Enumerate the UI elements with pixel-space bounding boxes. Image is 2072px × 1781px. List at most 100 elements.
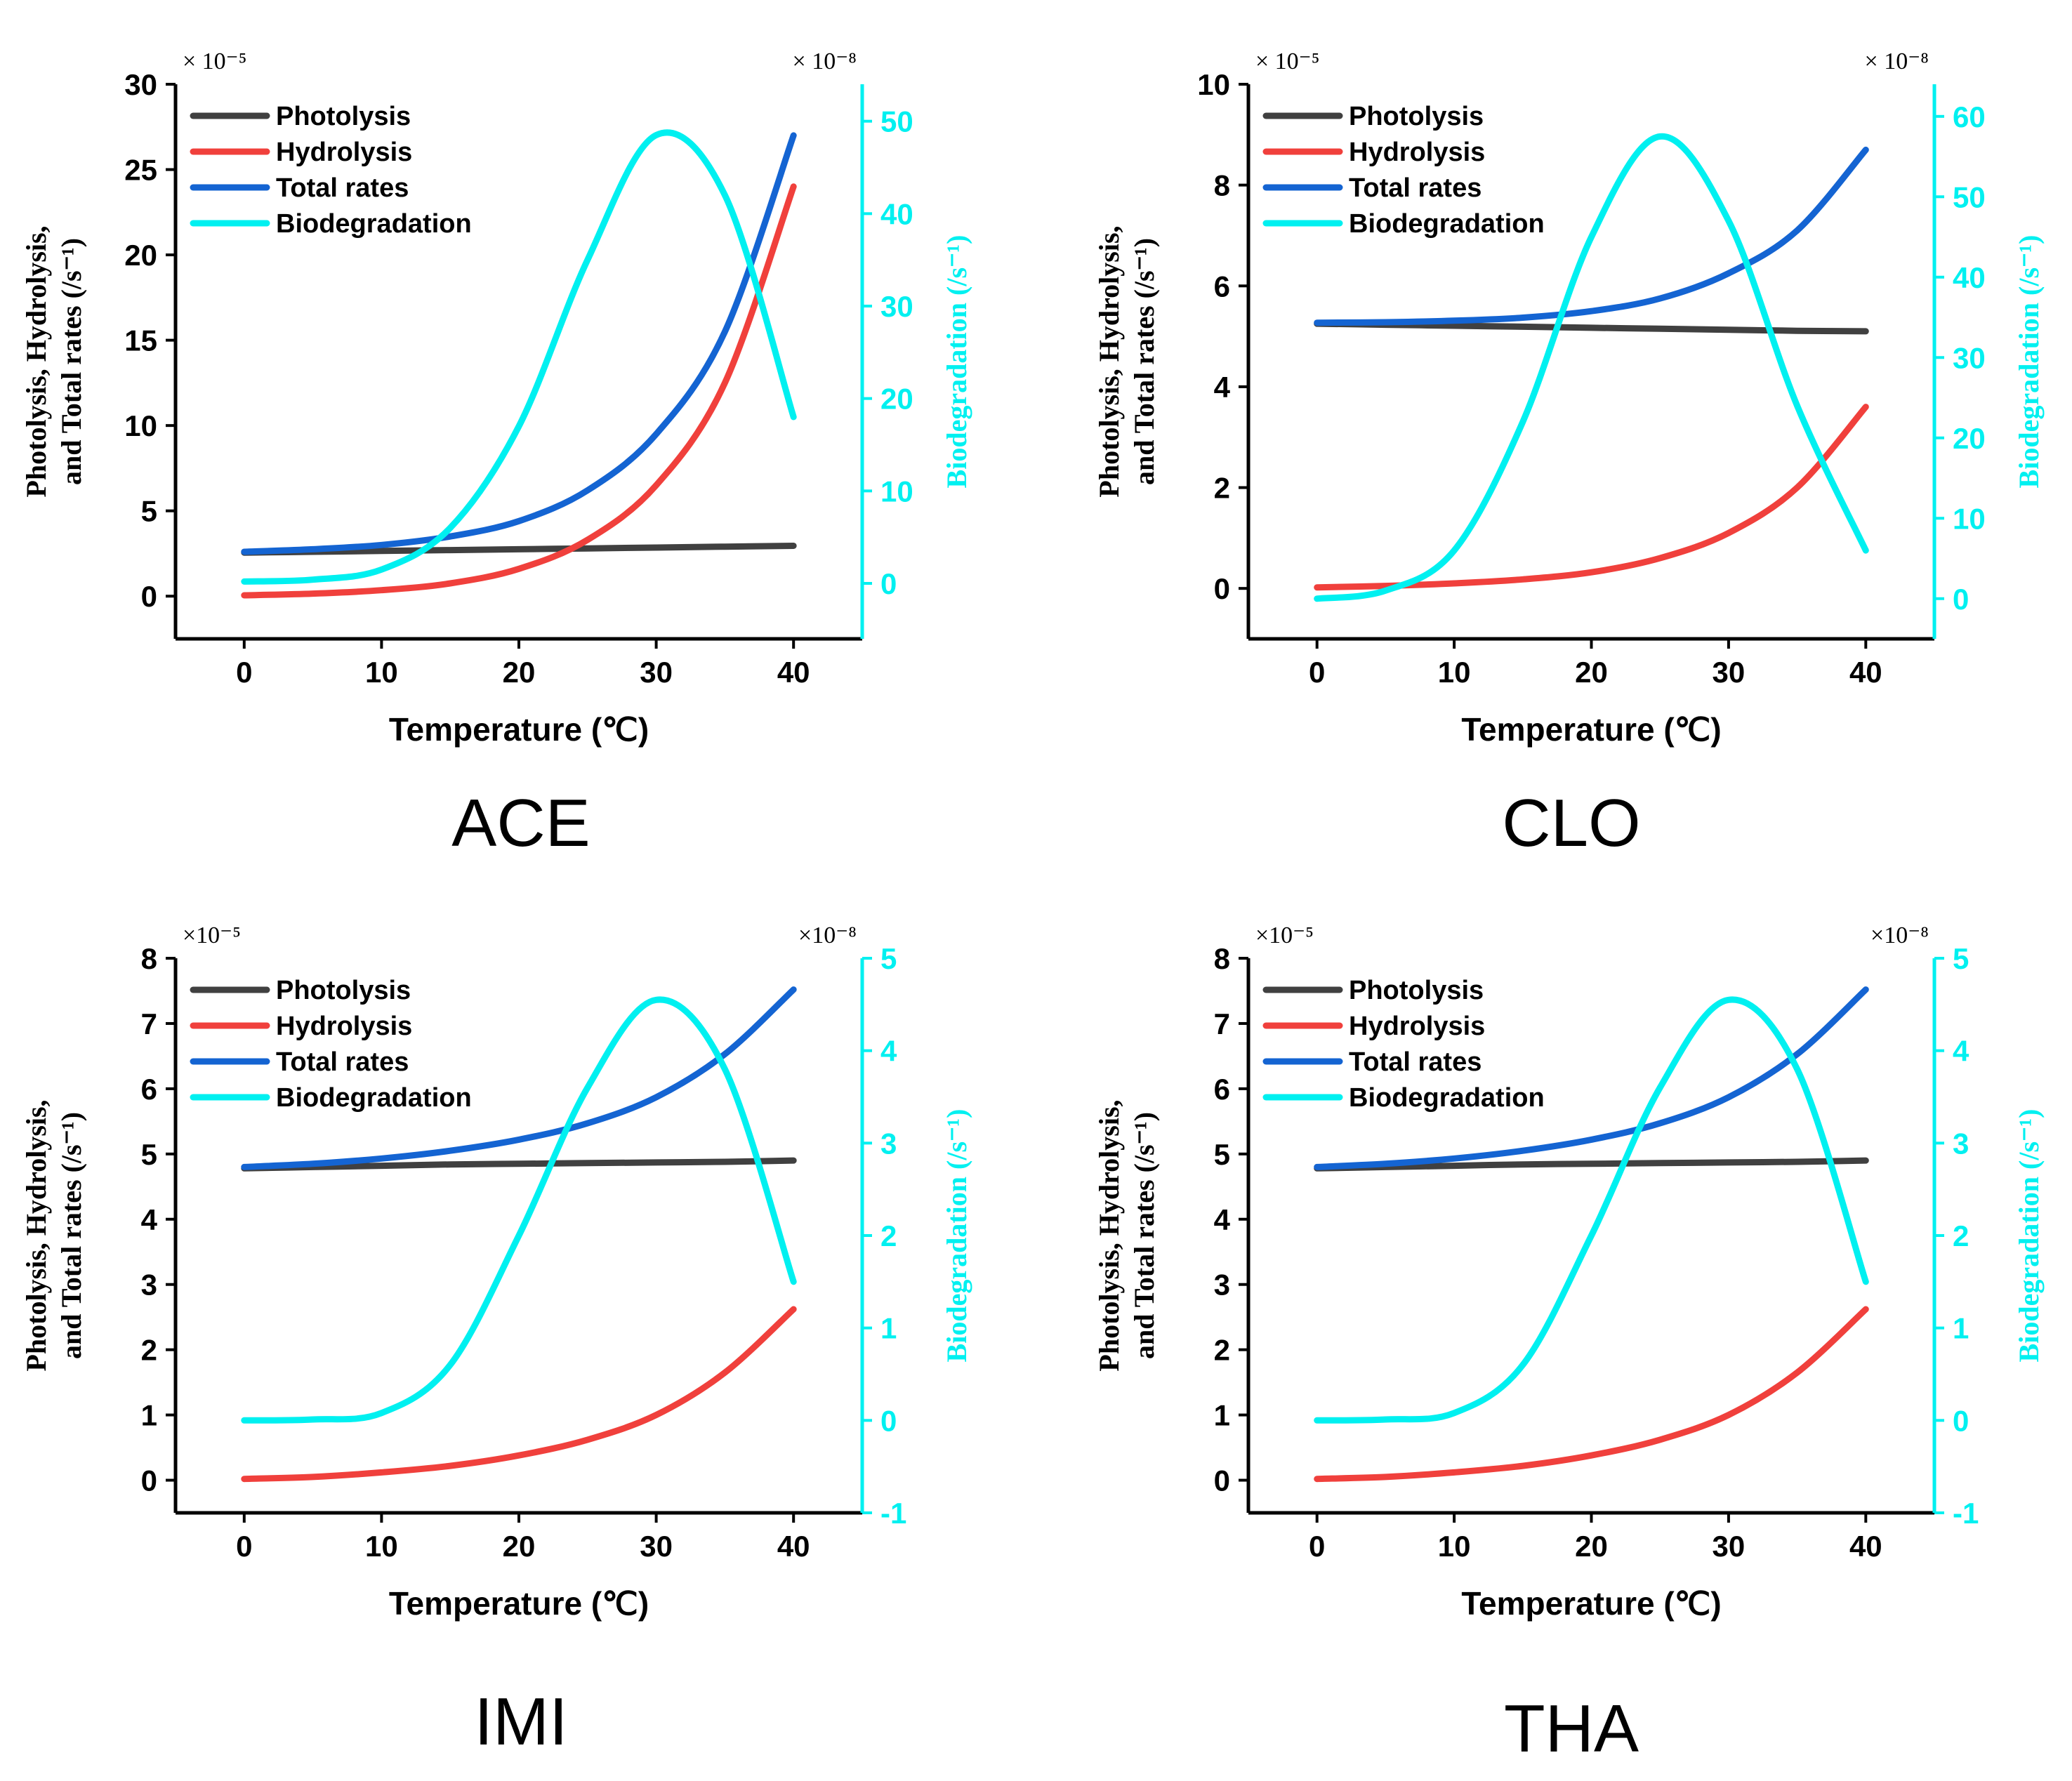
y2-tick-label: 20 xyxy=(1953,422,1986,455)
y2-multiplier: ×10⁻⁸ xyxy=(798,922,857,948)
y2-tick-label: 40 xyxy=(880,197,913,230)
y-axis-title-line1: Photolysis, Hydrolysis, xyxy=(1093,225,1125,497)
series-line-hydrolysis xyxy=(1314,1306,1869,1483)
series-line-total-rates xyxy=(1314,986,1869,1170)
legend-label: Photolysis xyxy=(276,102,411,131)
y2-tick-label: 50 xyxy=(880,105,913,138)
y2-tick-label: 20 xyxy=(880,383,913,416)
y2-tick-label: -1 xyxy=(1953,1497,1979,1530)
y-tick-label: 4 xyxy=(1214,1203,1231,1236)
y-axis-title-line2: and Total rates (/s⁻¹) xyxy=(1128,238,1160,485)
y-tick-label: 7 xyxy=(141,1007,157,1040)
series-line-hydrolysis xyxy=(241,1306,797,1483)
y-axis-title-line2: and Total rates (/s⁻¹) xyxy=(55,238,87,485)
y2-tick-label: 30 xyxy=(880,290,913,323)
x-axis-title: Temperature (℃) xyxy=(1461,711,1721,748)
y2-tick-label: 0 xyxy=(1953,1404,1969,1437)
legend-label: Biodegradation xyxy=(276,209,472,239)
y-axis-title-line2: and Total rates (/s⁻¹) xyxy=(1128,1112,1160,1359)
series-line-biodegradation xyxy=(1314,133,1869,602)
y-tick-label: 8 xyxy=(1214,169,1230,202)
y2-multiplier: × 10⁻⁸ xyxy=(1865,48,1929,74)
legend-label: Hydrolysis xyxy=(1349,1012,1485,1041)
x-tick-label: 0 xyxy=(236,656,252,689)
y2-multiplier: ×10⁻⁸ xyxy=(1870,922,1929,948)
y-tick-label: 1 xyxy=(1214,1399,1230,1432)
y-tick-label: 2 xyxy=(1214,1334,1230,1367)
legend-label: Hydrolysis xyxy=(1349,138,1485,167)
y2-tick-label: 0 xyxy=(880,567,897,600)
series-line-biodegradation xyxy=(1314,996,1869,1424)
legend-label: Hydrolysis xyxy=(276,1012,412,1041)
y2-tick-label: 1 xyxy=(880,1312,897,1345)
series-line-photolysis xyxy=(241,1157,797,1172)
y2-tick-label: 0 xyxy=(1953,583,1969,616)
y-multiplier: ×10⁻⁵ xyxy=(183,922,241,948)
y-tick-label: 0 xyxy=(1214,572,1230,605)
y-tick-label: 0 xyxy=(141,580,157,613)
x-tick-label: 20 xyxy=(503,656,536,689)
y2-tick-label: 3 xyxy=(880,1127,897,1160)
panel-title: CLO xyxy=(1502,786,1640,861)
y-tick-label: 5 xyxy=(1214,1138,1230,1171)
y2-multiplier: × 10⁻⁸ xyxy=(793,48,857,74)
x-tick-label: 10 xyxy=(1438,1530,1471,1563)
legend-label: Total rates xyxy=(276,173,409,203)
series-line-total-rates xyxy=(1314,146,1869,326)
y2-tick-label: 5 xyxy=(1953,942,1969,975)
x-tick-label: 0 xyxy=(236,1530,252,1563)
chart-panel-ace: 0 10 20 30 40 Temperature (℃) 0 5 10 15 20 25 30 0 10 2… xyxy=(20,48,972,861)
legend-label: Biodegradation xyxy=(1349,1083,1545,1113)
legend-label: Total rates xyxy=(1349,173,1482,203)
y-tick-label: 6 xyxy=(141,1073,157,1106)
y-axis-title-line1: Photolysis, Hydrolysis, xyxy=(20,225,52,497)
y2-tick-label: 10 xyxy=(880,475,913,508)
x-tick-label: 30 xyxy=(1713,656,1746,689)
series-line-total-rates xyxy=(241,986,797,1170)
series-line-photolysis xyxy=(241,543,797,556)
panel-title: THA xyxy=(1504,1691,1639,1766)
x-tick-label: 20 xyxy=(1575,1530,1608,1563)
x-tick-label: 40 xyxy=(777,1530,810,1563)
y2-tick-label: 60 xyxy=(1953,100,1986,133)
y2-tick-label: 2 xyxy=(1953,1219,1969,1252)
y2-tick-label: 10 xyxy=(1953,502,1986,535)
y-tick-label: 6 xyxy=(1214,270,1230,303)
y2-tick-label: -1 xyxy=(880,1497,906,1530)
x-axis-title: Temperature (℃) xyxy=(389,1585,649,1622)
y2-tick-label: 0 xyxy=(880,1404,897,1437)
y-tick-label: 7 xyxy=(1214,1007,1230,1040)
x-tick-label: 20 xyxy=(1575,656,1608,689)
y-tick-label: 10 xyxy=(1197,68,1230,101)
series-line-biodegradation xyxy=(241,996,797,1424)
y2-tick-label: 2 xyxy=(880,1219,897,1252)
y-axis-title-line2: and Total rates (/s⁻¹) xyxy=(55,1112,87,1359)
y2-axis-title: Biodegradation (/s⁻¹) xyxy=(941,1109,972,1363)
x-tick-label: 0 xyxy=(1309,1530,1325,1563)
series-line-photolysis xyxy=(1314,1157,1869,1172)
y-tick-label: 10 xyxy=(124,409,157,442)
x-tick-label: 10 xyxy=(365,1530,398,1563)
panel-title: IMI xyxy=(474,1684,567,1759)
series-line-hydrolysis xyxy=(1314,404,1869,591)
chart-panel-tha: 0 10 20 30 40 Temperature (℃) 0 1 2 3 4 5 6 7 8 -1 0 1 2 3 4… xyxy=(1093,922,2045,1766)
x-axis-title: Temperature (℃) xyxy=(389,711,649,748)
chart-panel-clo: 0 10 20 30 40 Temperature (℃) 0 2 4 6 8 10 0 10 20 30 40… xyxy=(1093,48,2045,861)
legend-label: Photolysis xyxy=(1349,976,1484,1005)
y-tick-label: 3 xyxy=(141,1269,157,1302)
x-tick-label: 40 xyxy=(1849,656,1882,689)
y2-tick-label: 4 xyxy=(880,1035,897,1068)
y-tick-label: 6 xyxy=(1214,1073,1230,1106)
y2-axis-title: Biodegradation (/s⁻¹) xyxy=(2013,235,2045,489)
x-axis-title: Temperature (℃) xyxy=(1461,1585,1721,1622)
y2-tick-label: 5 xyxy=(880,942,897,975)
y-tick-label: 15 xyxy=(124,324,157,357)
y-multiplier: × 10⁻⁵ xyxy=(183,48,246,74)
legend-label: Total rates xyxy=(276,1047,409,1077)
y-multiplier: × 10⁻⁵ xyxy=(1255,48,1319,74)
series-line-photolysis xyxy=(1314,320,1869,335)
series-line-biodegradation xyxy=(241,129,797,585)
y2-tick-label: 1 xyxy=(1953,1312,1969,1345)
y-tick-label: 2 xyxy=(1214,472,1230,505)
